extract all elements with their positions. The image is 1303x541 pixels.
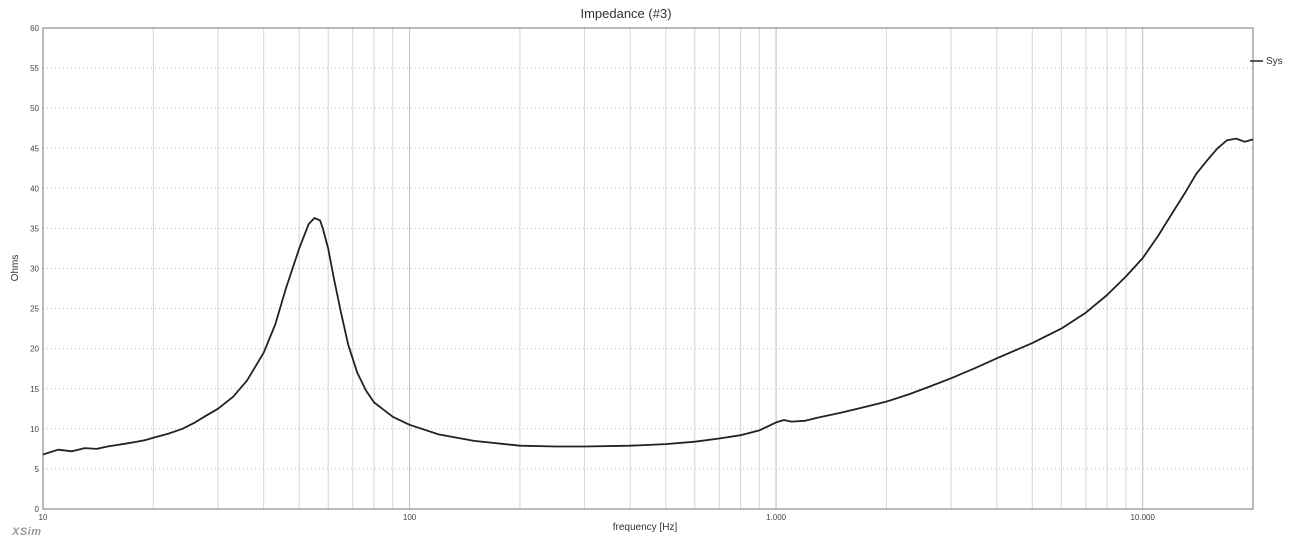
y-tick-label: 40	[30, 184, 39, 193]
chart-title: Impedance (#3)	[580, 6, 671, 21]
y-tick-label: 50	[30, 104, 39, 113]
x-axis-label: frequency [Hz]	[613, 522, 678, 533]
y-tick-label: 35	[30, 224, 39, 233]
y-tick-label: 55	[30, 64, 39, 73]
plot-area	[42, 27, 1254, 510]
y-tick-label: 0	[35, 505, 40, 514]
x-tick-label: 10.000	[1130, 513, 1155, 522]
y-tick-label: 30	[30, 265, 39, 274]
y-tick-label: 25	[30, 305, 39, 314]
y-tick-label: 10	[30, 425, 39, 434]
series-lines	[42, 137, 1254, 456]
x-tick-label: 10	[39, 513, 48, 522]
grid-lines	[43, 28, 1253, 509]
series-line-sys	[42, 137, 1254, 456]
y-tick-label: 5	[35, 465, 40, 474]
x-tick-labels: 10 100 1.000 10.000	[39, 513, 1156, 522]
y-tick-label: 60	[30, 24, 39, 33]
legend-label-sys: Sys	[1266, 56, 1283, 67]
y-tick-labels: 0 5 10 15 20 25 30 35 40 45 50 55 60	[30, 24, 39, 514]
y-tick-label: 20	[30, 345, 39, 354]
x-tick-label: 100	[403, 513, 417, 522]
y-axis-label: Ohms	[10, 255, 21, 282]
xsim-brand-label: XSim	[12, 526, 42, 538]
y-tick-label: 15	[30, 385, 39, 394]
legend: Sys	[1250, 56, 1283, 67]
x-tick-label: 1.000	[766, 513, 787, 522]
y-tick-label: 45	[30, 144, 39, 153]
